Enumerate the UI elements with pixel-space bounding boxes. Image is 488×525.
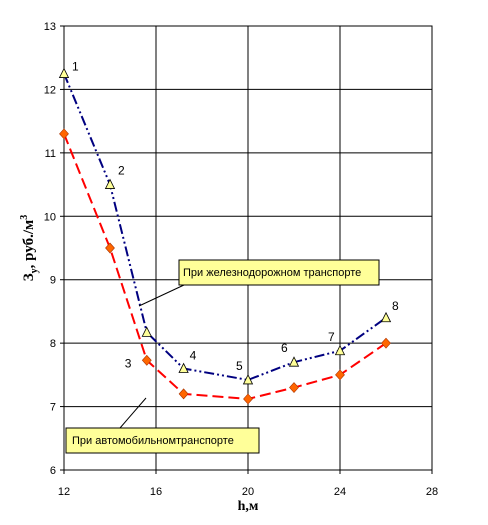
y-tick-label: 9 <box>50 275 56 287</box>
callout-text-rail: При железнодорожном транспорте <box>183 267 361 279</box>
auto-point-marker <box>178 388 189 400</box>
x-tick-labels: 12 16 20 24 28 <box>58 486 438 498</box>
x-tick-label: 20 <box>242 486 254 498</box>
point-label: 3 <box>125 356 132 370</box>
rail-point-marker <box>178 362 189 373</box>
x-tick-label: 12 <box>58 486 70 498</box>
y-tick-label: 10 <box>44 211 56 223</box>
auto-point-marker <box>289 382 299 393</box>
y-tick-label: 8 <box>50 338 56 350</box>
rail-point-marker <box>288 356 300 367</box>
x-tick-label: 28 <box>426 486 438 498</box>
x-axis-label: h,м <box>238 499 259 514</box>
rail-point-marker <box>334 344 346 356</box>
auto-point-marker <box>335 369 345 381</box>
x-tick-label: 24 <box>334 486 346 498</box>
y-tick-label: 7 <box>50 402 56 414</box>
rail-point-marker <box>104 178 116 189</box>
point-label: 8 <box>392 299 399 313</box>
callout-box-auto <box>65 427 260 454</box>
callout-text-auto: При автомобильномтранспорте <box>72 435 234 447</box>
series-group <box>58 67 392 405</box>
point-label: 5 <box>236 359 243 373</box>
callout-leader-rail <box>138 284 185 307</box>
series-line <box>63 133 387 400</box>
auto-point-marker <box>141 354 152 366</box>
callout-box-rail <box>178 259 380 286</box>
auto-point-marker <box>243 393 253 405</box>
y-tick-label: 6 <box>50 465 56 477</box>
y-tick-labels: 6 7 8 9 10 11 12 13 <box>44 21 56 477</box>
rail-point-marker <box>380 311 392 323</box>
y-tick-label: 11 <box>45 148 56 160</box>
y-tick-label: 13 <box>44 21 56 33</box>
point-label: 6 <box>281 341 288 355</box>
y-tick-label: 12 <box>44 84 56 96</box>
point-label: 7 <box>328 330 335 344</box>
rail-point-marker <box>58 67 70 78</box>
rail-point-marker <box>141 326 152 337</box>
point-labels: 1 2 3 4 5 6 7 8 <box>72 60 399 373</box>
y-axis-label: Зу, руб./м3 <box>19 215 40 282</box>
x-tick-label: 16 <box>150 486 162 498</box>
point-label: 2 <box>118 164 125 178</box>
callout-leader-auto <box>119 397 147 429</box>
auto-point-marker <box>105 242 115 254</box>
auto-point-marker <box>59 128 69 140</box>
auto-point-marker <box>381 337 391 349</box>
rail-point-marker <box>242 374 254 385</box>
point-label: 1 <box>72 60 79 74</box>
point-label: 4 <box>190 349 197 363</box>
legend-callouts: При железнодорожном транспорте При автом… <box>65 259 380 454</box>
series-line <box>63 73 387 381</box>
